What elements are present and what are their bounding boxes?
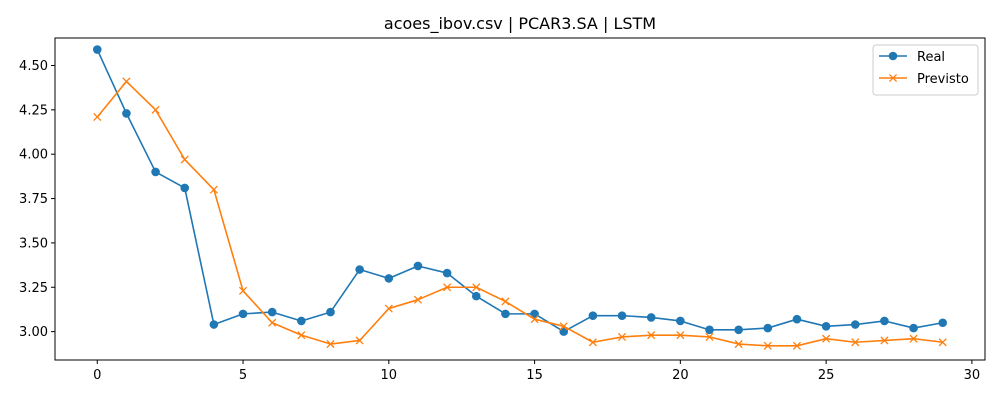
data-point-previsto [530,315,539,324]
data-point-previsto [588,338,597,347]
data-point-real [850,320,860,329]
data-point-previsto [705,332,714,341]
data-point-previsto [209,185,218,194]
data-point-real [909,323,918,333]
y-tick-label: 4.00 [19,148,48,163]
data-point-previsto [297,331,306,340]
series-previsto [93,77,947,350]
x-tick-label: 30 [964,368,981,383]
chart-title: acoes_ibov.csv | PCAR3.SA | LSTM [384,14,656,34]
axes: 0 5 10 15 20 25 30 3.00 3.25 3.50 3.75 4.00 4.25 4.50 [19,37,986,383]
data-point-previsto [122,77,131,86]
legend-marker-real [888,51,898,61]
data-point-previsto [647,331,656,340]
data-point-previsto [851,338,860,347]
data-point-real [180,183,190,193]
data-point-real [297,316,306,326]
data-point-real [763,323,773,333]
data-point-real [355,265,364,274]
series-line-real [96,49,943,333]
data-point-real [559,327,569,336]
x-tick-label: 20 [672,368,689,383]
legend-marker-previsto [888,73,898,83]
data-point-real [92,45,102,54]
data-point-real [588,311,598,320]
series-line-previsto [96,80,943,347]
x-tick-label: 0 [93,368,101,383]
data-point-real [442,268,452,278]
data-point-real [821,321,831,331]
data-point-previsto [501,297,510,306]
data-point-real [501,309,510,319]
data-point-previsto [676,331,685,340]
data-point-previsto [938,338,947,347]
data-point-real [880,316,889,326]
legend-entry-previsto: Previsto [879,72,969,87]
x-tick-label: 5 [239,368,247,383]
data-point-real [617,311,627,320]
data-point-previsto [384,304,393,313]
legend-label-previsto: Previsto [917,72,969,87]
x-tick-label: 15 [526,368,543,383]
legend-label-real: Real [917,50,945,65]
data-point-real [646,313,656,322]
data-point-real [122,109,131,118]
data-point-real [413,261,423,271]
data-point-previsto [326,339,335,349]
data-point-previsto [151,105,160,114]
y-tick-label: 3.50 [19,236,48,251]
data-point-real [471,291,481,301]
x-tick-label: 25 [818,368,835,383]
plot-area [92,45,948,350]
x-tick-label: 10 [381,368,398,383]
y-tick-label: 4.50 [19,59,48,74]
data-point-real [267,307,277,317]
data-point-real [209,320,219,329]
data-point-previsto [880,336,889,345]
plot-frame [54,37,986,361]
legend: Real Previsto [872,44,979,96]
data-point-real [938,318,948,328]
data-point-previsto [472,283,481,292]
legend-box [872,44,979,96]
data-point-real [734,325,743,335]
data-point-previsto [268,318,277,327]
data-point-previsto [443,283,452,292]
data-point-previsto [559,322,568,331]
data-point-previsto [413,295,423,304]
data-point-previsto [93,112,102,122]
y-tick-label: 3.00 [19,325,48,340]
data-point-previsto [238,286,248,295]
data-point-real [151,167,160,177]
data-point-real [705,325,714,335]
data-point-previsto [763,341,772,350]
data-point-previsto [180,155,189,164]
data-point-previsto [355,336,364,345]
y-tick-label: 3.25 [19,281,48,296]
data-point-real [326,307,335,317]
data-point-previsto [617,332,627,341]
data-point-previsto [792,341,802,350]
data-point-previsto [822,334,831,343]
data-point-real [384,274,394,283]
data-point-real [676,316,685,326]
y-tick-label: 4.25 [19,103,48,118]
series-real [92,45,948,336]
data-point-real [792,314,802,324]
data-point-previsto [734,339,743,349]
data-point-real [530,309,539,319]
data-point-real [238,309,248,319]
legend-entry-real: Real [879,50,945,65]
data-point-previsto [909,334,918,343]
y-tick-label: 3.75 [19,192,48,207]
